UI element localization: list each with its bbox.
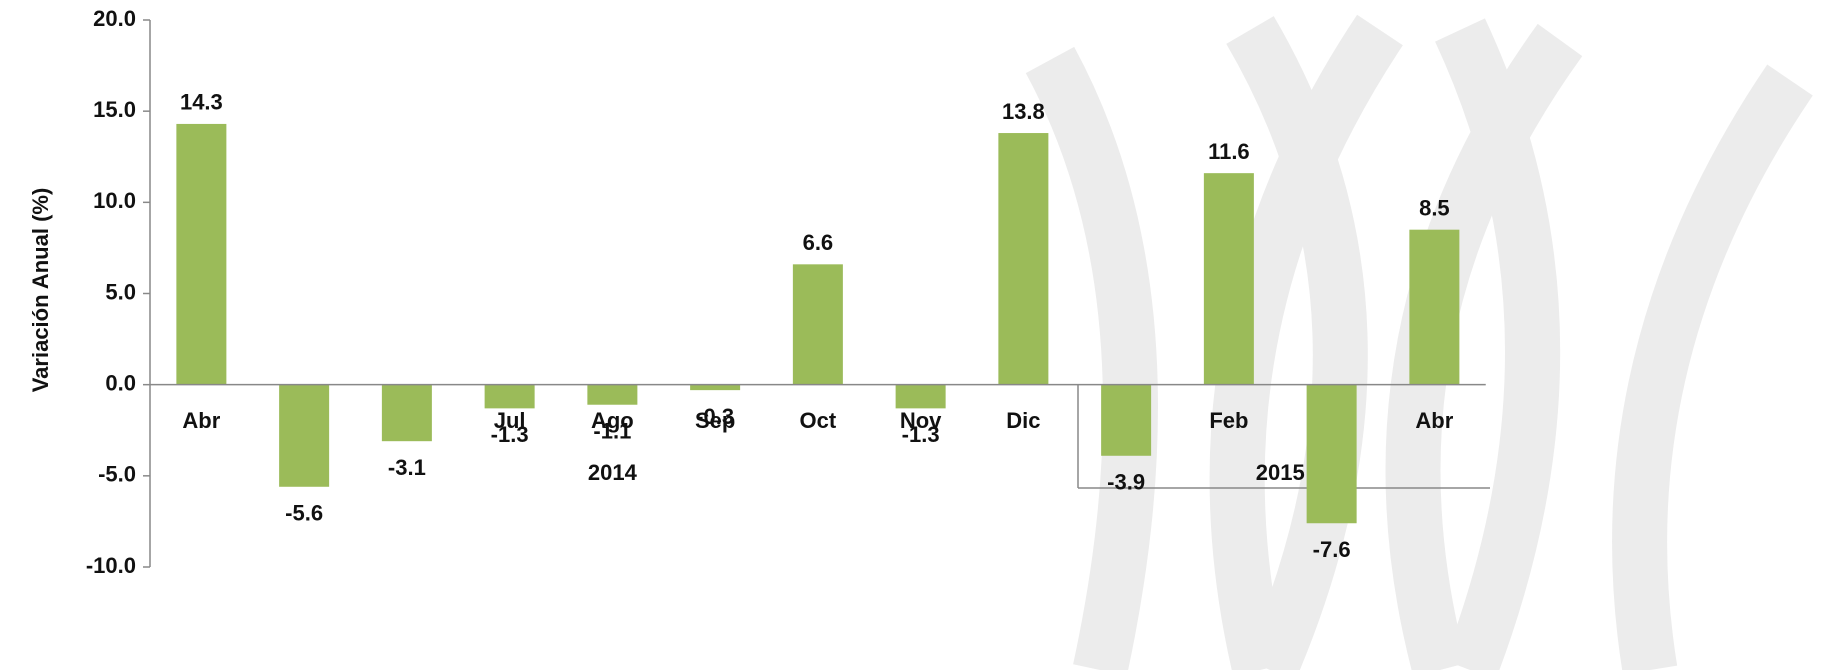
bar [895,384,946,409]
value-label: 6.6 [803,230,834,255]
bar [1306,384,1357,524]
y-tick-label: 15.0 [93,97,136,122]
bar [690,384,741,391]
value-label: -1.1 [593,419,631,444]
value-label: 8.5 [1419,195,1450,220]
x-tick-label: Nov [900,408,942,433]
x-tick-label: Dic [1006,408,1040,433]
value-label: -1.3 [902,422,940,447]
bar [1101,384,1152,456]
bar [792,264,843,385]
x-tick-label: Ago [591,408,634,433]
x-tick-label: Sep [695,408,735,433]
x-tick-label: Feb [1209,408,1248,433]
bar [1203,173,1254,385]
bar [176,123,227,385]
bar [484,384,535,409]
value-label: -3.1 [388,455,426,480]
x-tick-label: Jul [494,408,526,433]
value-label: -3.9 [1107,470,1145,495]
bar [1409,229,1460,385]
x-group-label: 2015 [1256,460,1305,485]
value-label: 11.6 [1208,139,1250,164]
bar [279,384,330,487]
value-label: -0.3 [696,404,734,429]
y-tick-label: 10.0 [93,188,136,213]
x-tick-label: Oct [800,408,837,433]
x-group-label: 2014 [588,460,638,485]
y-tick-label: 20.0 [93,6,136,31]
y-axis-label: Variación Anual (%) [28,188,53,393]
bar [998,133,1049,385]
value-label: -5.6 [285,501,323,526]
value-label: 14.3 [180,90,223,115]
y-tick-label: -10.0 [86,553,136,578]
x-tick-label: Abr [182,408,220,433]
value-label: 13.8 [1002,99,1045,124]
value-label: -7.6 [1313,537,1351,562]
bar [587,384,638,405]
value-label: -1.3 [491,422,529,447]
x-tick-label: Abr [1415,408,1453,433]
y-tick-label: 5.0 [105,279,136,304]
y-tick-label: -5.0 [98,462,136,487]
bar [381,384,432,442]
y-tick-label: 0.0 [105,370,136,395]
